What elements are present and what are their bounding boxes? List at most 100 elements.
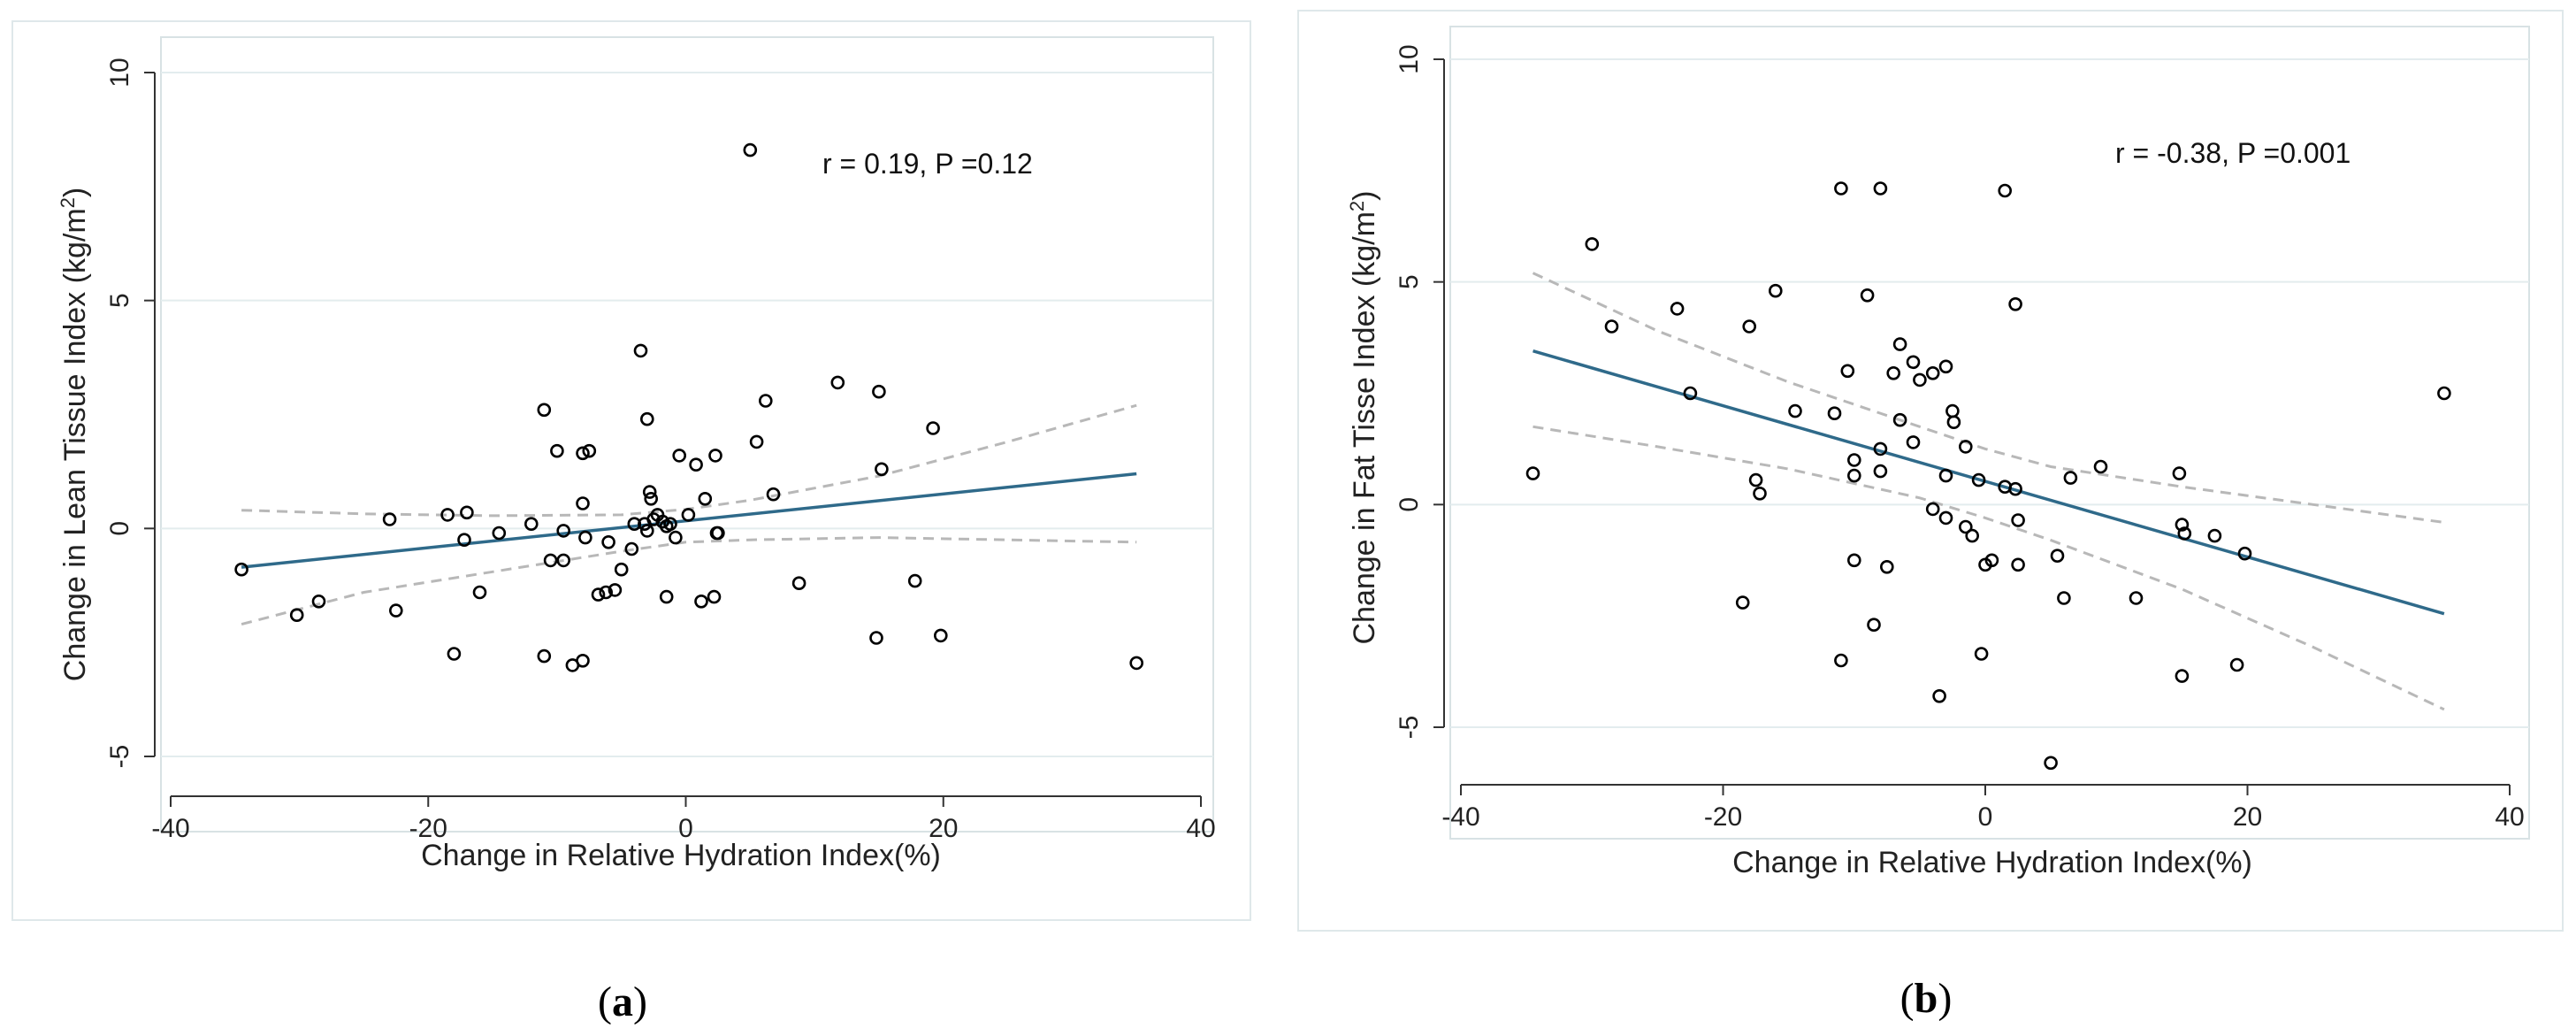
data-point xyxy=(1683,386,1698,401)
panel-b-x-axis-title: Change in Relative Hydration Index(%) xyxy=(1732,846,2252,879)
panel-a-y-axis-title-sup: 2 xyxy=(57,197,79,208)
data-point xyxy=(869,631,883,645)
data-point xyxy=(2177,526,2192,541)
data-point xyxy=(872,384,886,399)
data-point xyxy=(659,518,674,533)
data-point xyxy=(1913,372,1927,388)
panel-a-annotation: r = 0.19, P =0.12 xyxy=(822,148,1033,180)
panel-b-y-axis-title-main: Change in Fat Tisse Index (kg/m xyxy=(1348,211,1381,644)
data-point xyxy=(2011,513,2025,527)
x-tick-label: -20 xyxy=(409,814,447,843)
data-point xyxy=(1525,466,1540,480)
panel-b-y-axis-title-sup: 2 xyxy=(1346,201,1368,211)
data-point xyxy=(289,608,304,623)
data-point xyxy=(1847,453,1861,467)
data-point xyxy=(791,576,806,591)
data-point xyxy=(472,585,487,600)
data-point xyxy=(614,562,629,577)
panel-a-y-ticks: -5 0 5 10 xyxy=(105,58,155,768)
data-point xyxy=(2050,549,2065,564)
data-point xyxy=(578,530,592,545)
data-point xyxy=(1892,412,1907,427)
data-point xyxy=(2063,471,2078,485)
data-point xyxy=(1938,359,1953,374)
data-point xyxy=(1769,283,1783,298)
data-point xyxy=(1892,337,1907,351)
data-point xyxy=(1735,595,1750,610)
panel-b-y-axis-title-close: ) xyxy=(1348,190,1381,200)
panel-b-y-axis-title: Change in Fat Tisse Index (kg/m2) xyxy=(1346,190,1381,644)
data-point xyxy=(556,553,571,568)
y-tick-label: 0 xyxy=(1395,497,1424,512)
data-point xyxy=(382,512,397,526)
panel-a: -5 0 5 10 -40 -20 0 20 40 r = 0.19, P =0.12 Cha… xyxy=(11,20,1251,1025)
data-point xyxy=(1834,653,1848,668)
data-point xyxy=(627,517,642,532)
data-point xyxy=(537,403,552,418)
data-point xyxy=(2129,591,2144,605)
panel-a-plot-frame xyxy=(160,36,1214,833)
data-point xyxy=(749,434,764,449)
data-point xyxy=(1860,288,1875,303)
data-point xyxy=(1938,468,1953,483)
data-point xyxy=(460,505,474,520)
data-point xyxy=(1946,415,1961,430)
x-tick-label: 40 xyxy=(2495,802,2524,832)
data-point xyxy=(830,375,845,390)
data-point xyxy=(1959,519,1973,534)
data-point xyxy=(1873,464,1888,479)
panel-b-caption-letter: b xyxy=(1915,975,1938,1022)
data-point xyxy=(766,487,781,502)
panel-b-x-ticks: -40 -20 0 20 40 xyxy=(1441,785,2525,832)
data-point xyxy=(388,603,403,618)
data-point xyxy=(1873,441,1888,457)
data-point xyxy=(1585,237,1600,251)
panel-a-y-axis-title-close: ) xyxy=(58,188,92,197)
data-point xyxy=(681,508,696,522)
panel-b-ci-upper-line xyxy=(1532,272,2445,524)
data-point xyxy=(659,589,674,604)
data-point xyxy=(1925,502,1940,517)
panel-a-y-axis-title: Change in Lean Tissue Index (kg/m2) xyxy=(57,188,92,681)
y-tick-label: -5 xyxy=(1395,716,1424,740)
data-point xyxy=(524,517,539,532)
panel-b-ci-lower-line xyxy=(1533,425,2445,711)
x-tick-label: -20 xyxy=(1704,802,1742,832)
data-point xyxy=(1998,183,2012,198)
data-point xyxy=(2229,657,2244,672)
data-point xyxy=(1965,528,1979,543)
data-point xyxy=(875,462,889,477)
y-tick-label: 10 xyxy=(1395,44,1424,73)
data-point xyxy=(234,562,248,577)
data-point xyxy=(1604,319,1619,334)
data-point xyxy=(492,526,507,541)
data-point xyxy=(576,496,590,510)
data-point xyxy=(707,589,722,604)
panel-b-annotation: r = -0.38, P =0.001 xyxy=(2115,137,2351,169)
data-point xyxy=(907,573,922,588)
data-point xyxy=(639,411,654,426)
data-point xyxy=(1886,365,1900,380)
data-point xyxy=(543,553,558,568)
x-tick-label: 0 xyxy=(678,814,693,843)
data-point xyxy=(2011,557,2025,572)
panel-b-gridlines xyxy=(1450,58,2529,728)
data-point xyxy=(537,648,552,664)
panel-a-gridlines xyxy=(161,72,1213,757)
data-point xyxy=(608,583,623,597)
x-tick-label: -40 xyxy=(1441,802,1479,832)
data-point xyxy=(1827,406,1842,421)
data-point xyxy=(758,394,773,408)
data-point xyxy=(599,585,614,600)
panel-a-caption: (a) xyxy=(598,978,647,1025)
data-point xyxy=(669,530,683,545)
data-point xyxy=(1959,440,1973,454)
data-point xyxy=(2237,546,2252,561)
y-tick-label: -5 xyxy=(105,745,134,769)
data-point xyxy=(2207,528,2222,543)
data-point xyxy=(1925,365,1940,380)
data-point xyxy=(457,533,471,548)
data-point xyxy=(638,517,652,532)
data-point xyxy=(624,541,639,556)
panel-a-x-axis-title: Change in Relative Hydration Index(%) xyxy=(421,839,941,872)
